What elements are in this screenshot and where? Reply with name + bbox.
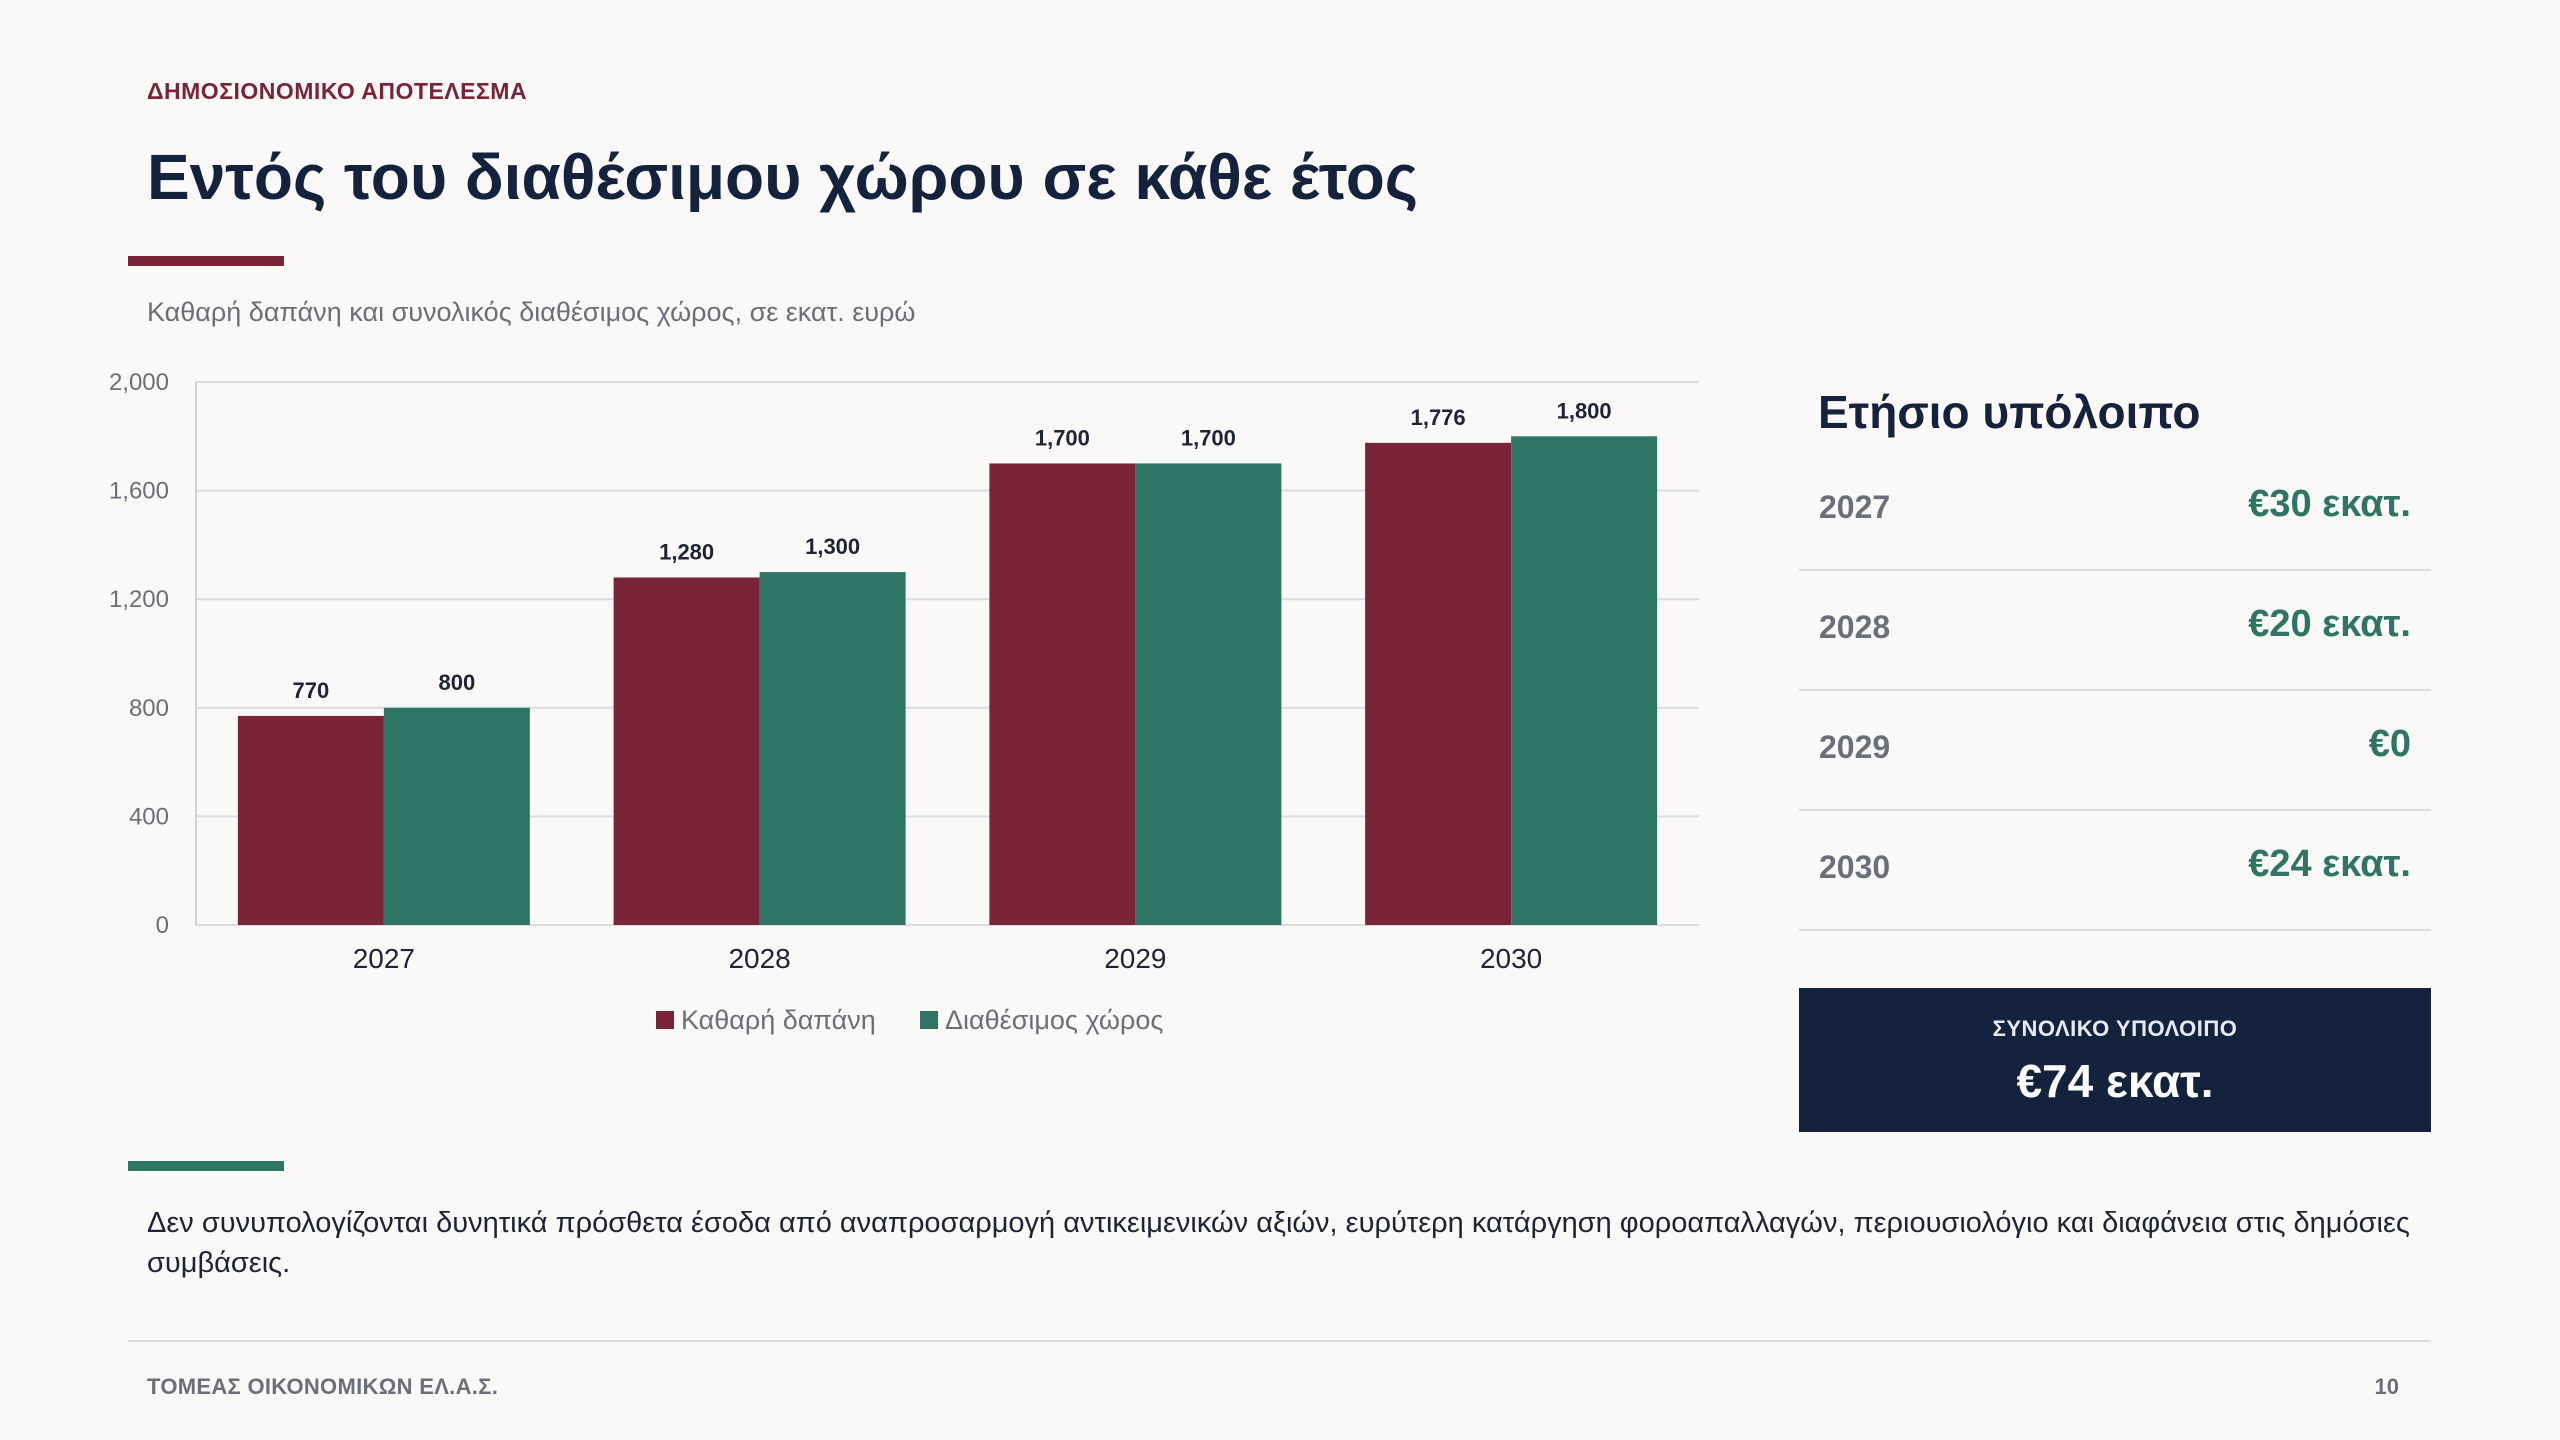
data-label: 1,280 [659, 539, 714, 564]
legend-label: Διαθέσιμος χώρος [945, 1005, 1163, 1035]
footer-organization: ΤΟΜΕΑΣ ΟΙΚΟΝΟΜΙΚΩΝ ΕΛ.Α.Σ. [147, 1374, 499, 1399]
section-eyebrow: ΔΗΜΟΣΙΟΝΟΜΙΚΟ ΑΠΟΤΕΛΕΣΜΑ [147, 78, 528, 104]
bar-chart: 0 400 800 1,200 1,600 2,000 770 800 2027 1,280 1,3… [109, 369, 1699, 1035]
balance-row-value: €0 [2368, 723, 2411, 765]
y-tick-label: 1,200 [109, 586, 169, 613]
bar-available-space [1511, 436, 1658, 925]
data-label: 1,776 [1411, 405, 1466, 430]
balance-row-year: 2027 [1819, 489, 1891, 525]
balance-row-year: 2030 [1819, 849, 1891, 885]
balance-row-2027: 2027 €30 εκατ. [1799, 451, 2431, 571]
data-label: 1,700 [1181, 425, 1236, 450]
legend-swatch [656, 1011, 674, 1029]
bar-net-expenditure [237, 715, 384, 925]
y-tick-label: 400 [129, 803, 169, 830]
data-label: 770 [293, 678, 330, 703]
data-label: 800 [439, 670, 476, 695]
bar-net-expenditure [613, 577, 760, 925]
balance-row-value: €24 εκατ. [2248, 843, 2411, 885]
page-title: Εντός του διαθέσιμου χώρου σε κάθε έτος [147, 141, 1419, 213]
note-accent-rule [128, 1161, 284, 1171]
x-tick-label: 2028 [728, 943, 790, 974]
balance-row-year: 2029 [1819, 729, 1891, 765]
y-tick-label: 2,000 [109, 369, 169, 396]
data-label: 1,800 [1557, 398, 1612, 423]
total-balance-box: ΣΥΝΟΛΙΚΟ ΥΠΟΛΟΙΠΟ €74 εκατ. [1799, 988, 2431, 1132]
bar-available-space [1135, 463, 1282, 925]
chart-subtitle: Καθαρή δαπάνη και συνολικός διαθέσιμος χ… [147, 297, 916, 327]
x-tick-label: 2027 [353, 943, 415, 974]
balance-row-2029: 2029 €0 [1799, 691, 2431, 811]
legend-swatch [920, 1011, 938, 1029]
total-balance-label: ΣΥΝΟΛΙΚΟ ΥΠΟΛΟΙΠΟ [1992, 1016, 2238, 1041]
page-number: 10 [2374, 1374, 2399, 1399]
bar-available-space [383, 707, 530, 925]
y-tick-label: 1,600 [109, 478, 169, 505]
bar-available-space [759, 572, 906, 925]
legend-label: Καθαρή δαπάνη [681, 1005, 876, 1035]
footnote-text: Δεν συνυπολογίζονται δυνητικά πρόσθετα έ… [147, 1207, 2410, 1279]
x-tick-label: 2030 [1480, 943, 1542, 974]
data-label: 1,700 [1035, 425, 1090, 450]
y-tick-label: 0 [156, 912, 169, 939]
footer-divider [128, 1340, 2431, 1342]
bar-net-expenditure [989, 463, 1136, 925]
data-label: 1,300 [805, 534, 860, 559]
bar-net-expenditure [1365, 442, 1512, 925]
balance-row-value: €20 εκατ. [2248, 603, 2411, 645]
balance-row-2028: 2028 €20 εκατ. [1799, 571, 2431, 691]
x-tick-label: 2029 [1104, 943, 1166, 974]
balance-row-year: 2028 [1819, 609, 1891, 645]
balance-row-value: €30 εκατ. [2248, 483, 2411, 525]
title-accent-rule [128, 256, 284, 266]
total-balance-value: €74 εκατ. [2016, 1055, 2214, 1107]
panel-title: Ετήσιο υπόλοιπο [1818, 386, 2201, 438]
y-tick-label: 800 [129, 695, 169, 722]
balance-row-2030: 2030 €24 εκατ. [1799, 811, 2431, 931]
